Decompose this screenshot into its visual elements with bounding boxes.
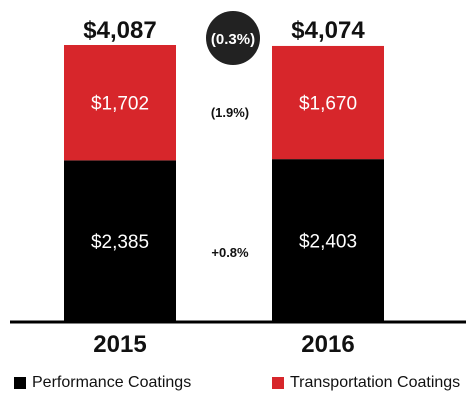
- legend-item-transportation: Transportation Coatings: [272, 373, 460, 393]
- legend-label-transportation: Transportation Coatings: [290, 374, 461, 391]
- total-change-label: (0.3%): [211, 31, 255, 48]
- bar-performance-coatings-2015: [64, 160, 176, 322]
- legend-swatch-transportation: [272, 377, 284, 389]
- total-change-badge: [206, 11, 260, 65]
- performance-change-label: +0.8%: [211, 245, 249, 260]
- bar-performance-coatings-2016: [272, 159, 384, 322]
- total-label-2015: $4,087: [83, 17, 156, 44]
- category-label-2016: 2016: [301, 331, 354, 358]
- value-label-performance-coatings-2016: $2,403: [299, 232, 357, 253]
- bar-transportation-coatings-2015: [64, 45, 176, 161]
- value-label-transportation-coatings-2016: $1,670: [299, 94, 357, 115]
- transportation-change-label: (1.9%): [211, 105, 249, 120]
- total-label-2016: $4,074: [291, 17, 365, 44]
- bar-transportation-coatings-2016: [272, 45, 384, 160]
- category-label-2015: 2015: [93, 331, 146, 358]
- legend-item-performance: Performance Coatings: [14, 373, 191, 393]
- legend-label-performance: Performance Coatings: [32, 374, 192, 391]
- value-label-transportation-coatings-2015: $1,702: [91, 94, 149, 115]
- legend-swatch-performance: [14, 377, 26, 389]
- value-label-performance-coatings-2015: $2,385: [91, 232, 149, 253]
